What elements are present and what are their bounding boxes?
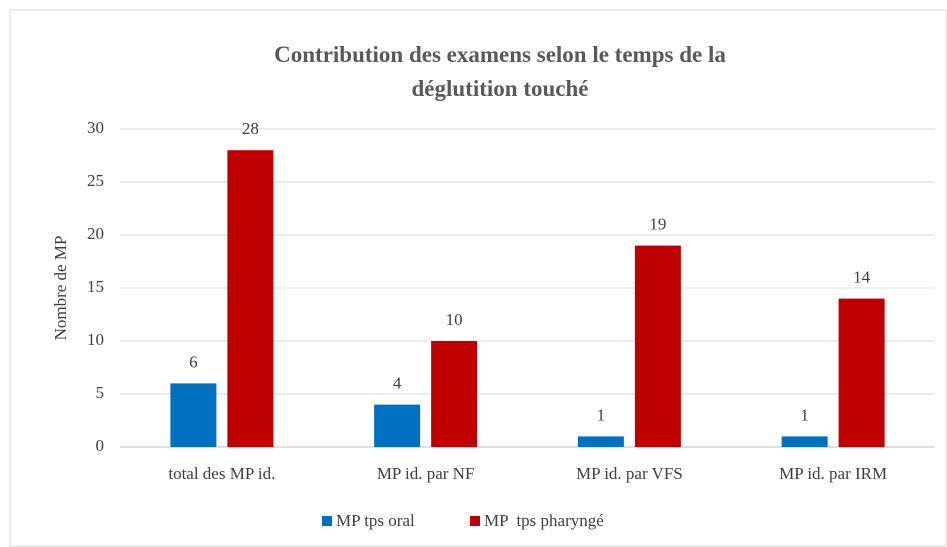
x-tick-label: MP id. par IRM (779, 464, 887, 483)
data-label: 1 (800, 405, 809, 424)
legend-swatch (470, 516, 480, 526)
y-tick-label: 20 (87, 224, 104, 243)
y-tick-label: 25 (87, 171, 104, 190)
y-tick-label: 0 (96, 436, 105, 455)
data-label: 6 (189, 352, 198, 371)
data-label: 10 (446, 310, 463, 329)
y-tick-label: 15 (87, 277, 104, 296)
y-tick-label: 30 (87, 118, 104, 137)
y-tick-label: 10 (87, 330, 104, 349)
legend-swatch (322, 516, 332, 526)
data-label: 14 (853, 268, 871, 287)
bar (431, 341, 478, 447)
data-label: 19 (649, 215, 666, 234)
x-tick-label: total des MP id. (168, 464, 275, 483)
bar (374, 404, 421, 447)
chart-border (9, 9, 947, 547)
legend-label: MP tps oral (336, 511, 415, 530)
data-label: 28 (242, 119, 259, 138)
bar (170, 383, 217, 447)
x-tick-label: MP id. par VFS (576, 464, 683, 483)
bar (781, 436, 828, 447)
y-tick-label: 5 (96, 383, 105, 402)
data-label: 1 (597, 405, 606, 424)
chart-title: Contribution des examens selon le temps … (274, 42, 726, 101)
data-label: 4 (393, 374, 402, 393)
bar (838, 298, 885, 447)
x-tick-label: MP id. par NF (377, 464, 475, 483)
bar (227, 150, 274, 447)
bar (634, 245, 681, 447)
bar (577, 436, 624, 447)
legend-label: MP tps pharyngé (484, 511, 604, 530)
y-axis-label: Nombre de MP (51, 236, 70, 341)
